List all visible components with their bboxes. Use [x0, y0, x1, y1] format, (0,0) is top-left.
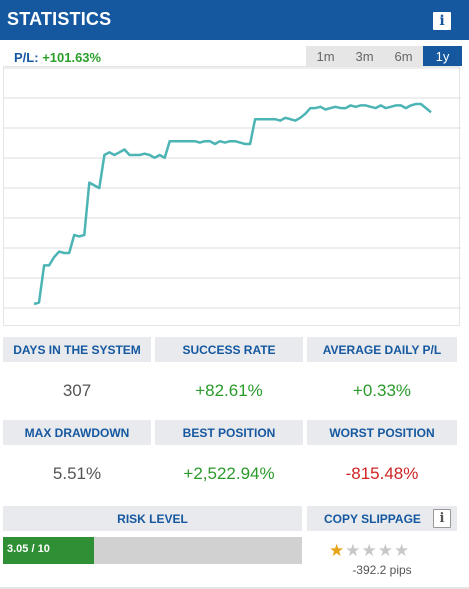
risk-level-value: 3.05 / 10 [7, 543, 50, 555]
slippage-pips: -392.2 pips [352, 563, 412, 577]
max-drawdown-value: 5.51% [52, 464, 102, 483]
tab-6m[interactable]: 6m [384, 46, 423, 66]
risk-level-bar: 3.05 / 10 [3, 537, 302, 564]
rating-star-icon: ★ [377, 541, 393, 561]
performance-chart [3, 66, 461, 326]
statistics-header: STATISTICS i [0, 0, 469, 40]
rating-star-icon: ★ [361, 541, 377, 561]
days-in-system-value: 307 [62, 381, 92, 400]
pl-series-line [33, 102, 432, 306]
worst-position-value: -815.48% [345, 464, 419, 483]
pl-label: P/L: [14, 50, 39, 65]
period-tabs: 1m 3m 6m 1y [306, 46, 462, 66]
max-drawdown-label: MAX DRAWDOWN [3, 420, 151, 445]
average-daily-pl-label: AVERAGE DAILY P/L [307, 337, 457, 362]
slippage-info-icon[interactable]: i [433, 509, 451, 528]
best-position-label: BEST POSITION [155, 420, 303, 445]
tab-1m[interactable]: 1m [306, 46, 345, 66]
chart-svg [4, 67, 461, 309]
rating-star-icon: ★ [329, 541, 345, 561]
risk-level-fill [3, 537, 95, 564]
best-position-value: +2,522.94% [183, 464, 275, 483]
days-in-system-label: DAYS IN THE SYSTEM [3, 337, 151, 362]
pl-value: +101.63% [42, 50, 102, 65]
page-title: STATISTICS [7, 9, 112, 29]
rating-star-icon: ★ [345, 541, 361, 561]
worst-position-label: WORST POSITION [307, 420, 457, 445]
tab-3m[interactable]: 3m [345, 46, 384, 66]
tab-1y[interactable]: 1y [423, 46, 462, 66]
slippage-rating: ★ ★ ★ ★ ★ [329, 543, 409, 560]
success-rate-value: +82.61% [195, 381, 263, 400]
success-rate-label: SUCCESS RATE [155, 337, 303, 362]
copy-slippage-text: COPY SLIPPAGE [324, 512, 421, 526]
copy-slippage-label: COPY SLIPPAGE [307, 506, 457, 531]
average-daily-pl-value: +0.33% [352, 381, 412, 400]
risk-level-label: RISK LEVEL [3, 506, 302, 531]
pl-summary: P/L: +101.63% [14, 50, 101, 65]
rating-star-icon: ★ [394, 541, 410, 561]
info-icon[interactable]: i [433, 12, 451, 30]
bottom-divider [0, 587, 469, 589]
